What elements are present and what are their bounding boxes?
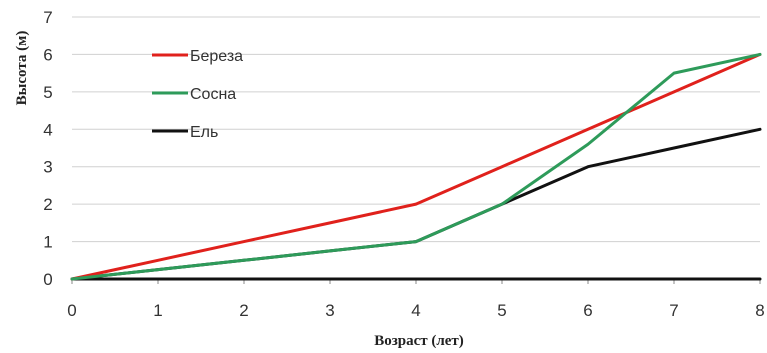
legend-label: Сосна bbox=[190, 86, 236, 103]
x-tick-label: 2 bbox=[239, 301, 248, 320]
x-tick-label: 3 bbox=[325, 301, 334, 320]
tick-labels: 0 1 2 3 4 5 6 7 0 1 2 3 4 5 6 7 8 bbox=[43, 8, 764, 320]
series-line-Сосна bbox=[70, 52, 762, 281]
y-tick-label: 4 bbox=[43, 120, 52, 139]
y-tick-label: 1 bbox=[43, 233, 52, 252]
y-tick-label: 5 bbox=[43, 83, 52, 102]
x-tick-label: 7 bbox=[669, 301, 678, 320]
x-tick-label: 5 bbox=[497, 301, 506, 320]
y-tick-label: 3 bbox=[43, 158, 52, 177]
x-tick-label: 8 bbox=[755, 301, 764, 320]
legend: Береза Сосна Ель bbox=[152, 48, 243, 141]
gridlines bbox=[72, 16, 760, 243]
y-tick-label: 0 bbox=[43, 270, 52, 289]
legend-label: Ель bbox=[190, 124, 218, 141]
y-axis-title: Высота (м) bbox=[14, 31, 30, 106]
y-tick-label: 7 bbox=[43, 8, 52, 27]
legend-label: Береза bbox=[190, 48, 243, 65]
x-tick-label: 4 bbox=[411, 301, 420, 320]
y-tick-label: 6 bbox=[43, 45, 52, 64]
series-lines bbox=[70, 52, 762, 281]
x-tick-label: 0 bbox=[67, 301, 76, 320]
x-tick-label: 6 bbox=[583, 301, 592, 320]
series-line-Береза bbox=[70, 52, 762, 281]
y-tick-label: 2 bbox=[43, 195, 52, 214]
x-axis-title: Возраст (лет) bbox=[374, 333, 464, 349]
x-tick-label: 1 bbox=[153, 301, 162, 320]
